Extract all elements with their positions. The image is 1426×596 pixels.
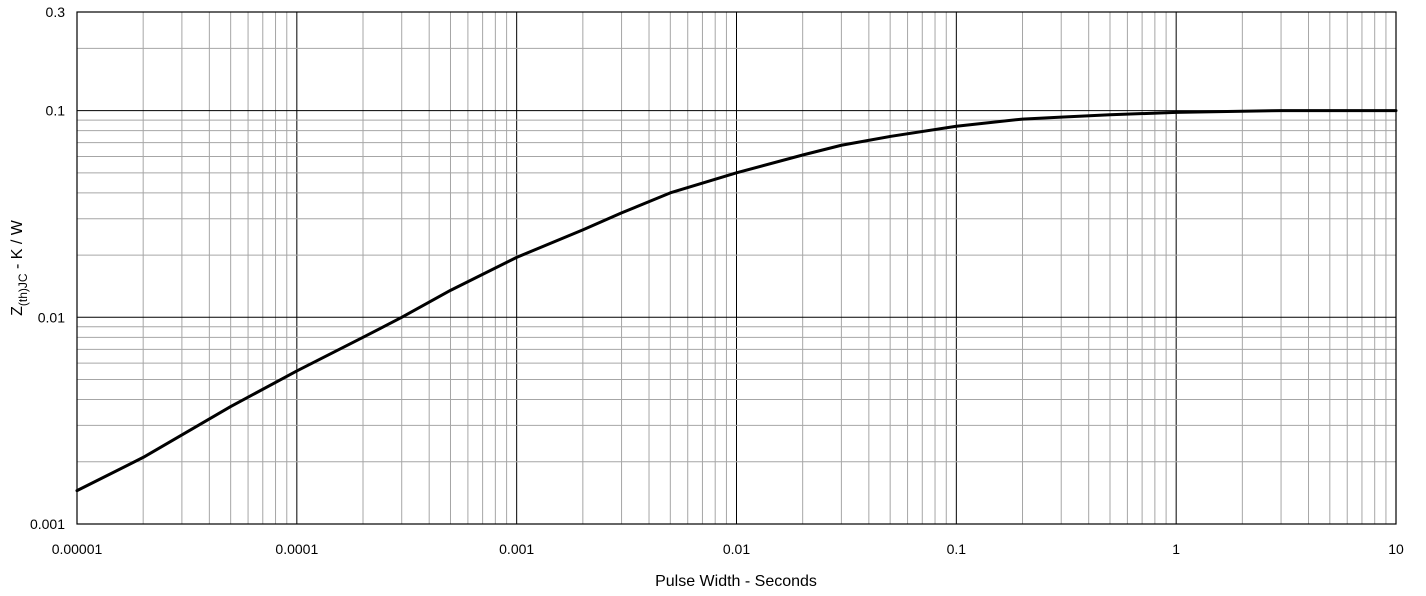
y-tick-labels: 0.001 0.01 0.1 0.3 bbox=[30, 4, 65, 532]
y-tick-label: 0.01 bbox=[38, 309, 65, 325]
x-tick-label: 1 bbox=[1172, 541, 1180, 557]
x-tick-label: 0.0001 bbox=[275, 541, 318, 557]
y-axis-title-main: Z bbox=[9, 306, 26, 316]
x-tick-label: 10 bbox=[1388, 541, 1404, 557]
x-tick-label: 0.00001 bbox=[52, 541, 103, 557]
grid-lines bbox=[76, 11, 1397, 525]
y-axis-title-suffix: - K / W bbox=[9, 219, 26, 273]
series-layer bbox=[75, 109, 1398, 493]
x-tick-labels: 0.00001 0.0001 0.001 0.01 0.1 1 10 bbox=[52, 541, 1404, 557]
x-tick-label: 0.001 bbox=[499, 541, 534, 557]
x-axis-title: Pulse Width - Seconds bbox=[655, 573, 817, 590]
plot-area-frame bbox=[76, 11, 1397, 525]
y-tick-label: 0.001 bbox=[30, 516, 65, 532]
y-axis-title: Z(th)JC - K / W bbox=[9, 219, 30, 316]
y-tick-label: 0.3 bbox=[46, 4, 66, 20]
x-tick-label: 0.1 bbox=[947, 541, 967, 557]
x-tick-label: 0.01 bbox=[723, 541, 750, 557]
y-tick-label: 0.1 bbox=[46, 103, 66, 119]
y-axis-title-subscript: (th)JC bbox=[16, 273, 30, 306]
series-line-0 bbox=[75, 109, 1398, 493]
